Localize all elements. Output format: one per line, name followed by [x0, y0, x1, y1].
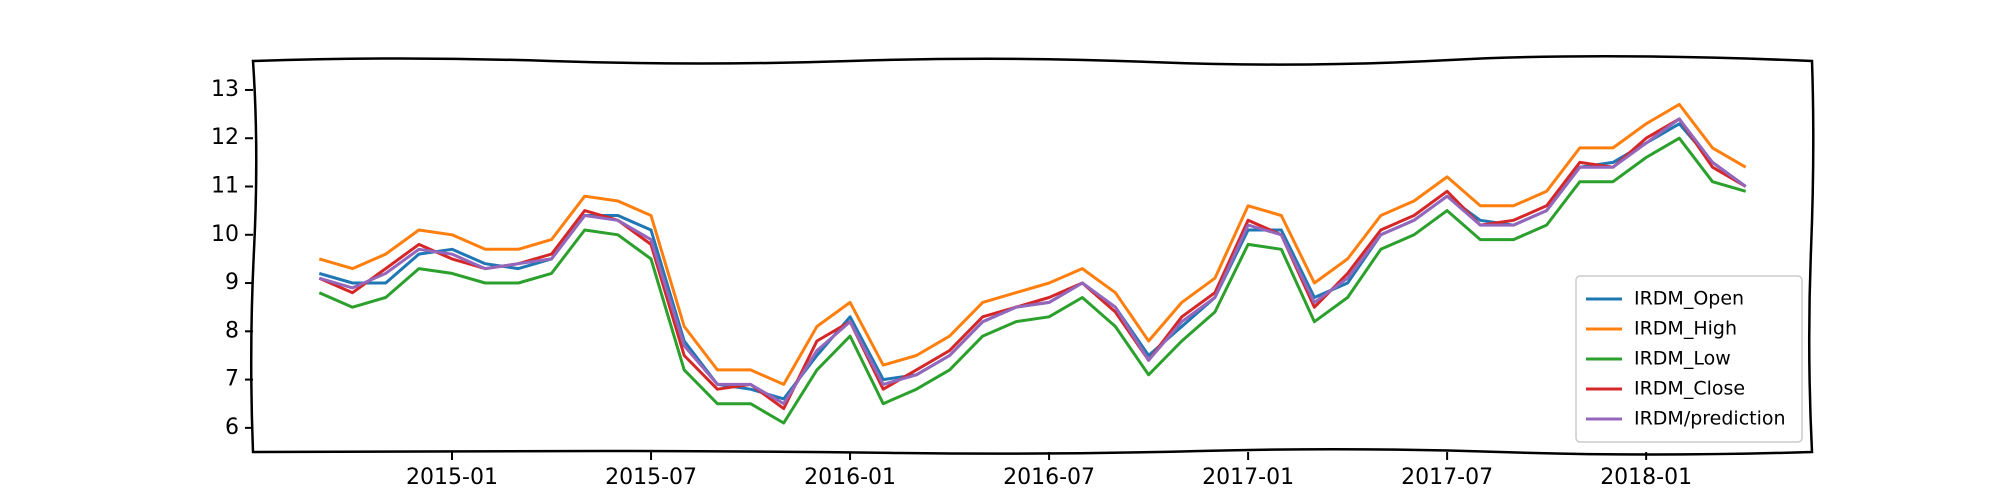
legend-box: [1575, 275, 1803, 443]
legend-label: IRDM_Low: [1634, 348, 1731, 370]
y-tick-label: 6: [225, 415, 239, 440]
x-tick-label: 2016-07: [1003, 465, 1095, 490]
y-tick-label: 11: [211, 174, 239, 199]
x-tick-label: 2018-01: [1600, 465, 1692, 490]
legend-label: IRDM/prediction: [1634, 408, 1786, 430]
y-tick-label: 7: [225, 367, 239, 392]
x-tick-label: 2015-07: [605, 465, 697, 490]
x-tick-label: 2015-01: [406, 465, 498, 490]
y-tick-label: 8: [225, 318, 239, 343]
legend: IRDM_Open IRDM_High IRDM_Low IRDM_Close IRDM…: [1575, 275, 1803, 443]
series-line: [318, 117, 1747, 411]
y-tick-label: 10: [211, 222, 239, 247]
x-tick-label: 2017-07: [1401, 465, 1493, 490]
x-tick-label: 2016-01: [804, 465, 896, 490]
y-tick-label: 9: [225, 270, 239, 295]
series-line: [318, 102, 1747, 386]
x-tick-label: 2017-01: [1202, 465, 1294, 490]
series-line: [318, 136, 1747, 425]
series-line: [318, 117, 1747, 406]
legend-label: IRDM_High: [1634, 318, 1737, 340]
y-tick-label: 12: [211, 125, 239, 150]
plot-frame: [249, 54, 1815, 456]
legend-label: IRDM_Open: [1634, 288, 1744, 310]
legend-label: IRDM_Close: [1634, 378, 1745, 400]
y-tick-label: 13: [211, 77, 239, 102]
